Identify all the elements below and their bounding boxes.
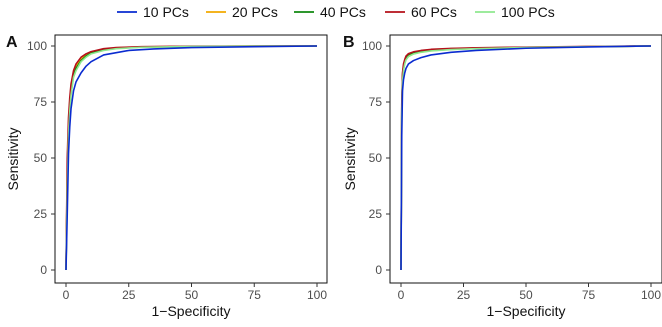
legend-label-60-pcs: 60 PCs: [411, 4, 457, 20]
y-tick-label: 75: [369, 95, 383, 109]
series-line-20-pcs: [65, 45, 318, 271]
legend-label-40-pcs: 40 PCs: [320, 4, 366, 20]
legend: 10 PCs 20 PCs 40 PCs 60 PCs 100 PCs: [117, 4, 555, 20]
x-tick-label: 0: [63, 288, 70, 302]
plot-frame: [389, 34, 662, 284]
panel-letter: B: [343, 34, 355, 51]
x-axis-label: 1−Specificity: [152, 303, 231, 319]
series-line-40-pcs: [400, 45, 652, 271]
legend-label-100-pcs: 100 PCs: [501, 4, 555, 20]
y-axis-label: Sensitivity: [5, 127, 21, 190]
y-tick-label: 50: [34, 151, 48, 165]
x-tick-label: 0: [398, 288, 405, 302]
y-tick-label: 0: [375, 263, 382, 277]
panel-a: A 0 25 50 75 100 0 25 50 75 100 1−Specificity Sensit…: [5, 34, 328, 319]
x-tick-label: 50: [519, 288, 533, 302]
series-line-60-pcs: [400, 45, 652, 271]
plot-frame: [54, 34, 328, 284]
series-line-60-pcs: [65, 45, 318, 271]
y-tick-label: 50: [369, 151, 383, 165]
panel-b: B 0 25 50 75 100 0 25 50 75 100 1−Specificity Sensit…: [342, 34, 662, 319]
legend-label-10-pcs: 10 PCs: [143, 4, 189, 20]
x-tick-label: 75: [582, 288, 596, 302]
y-tick-label: 100: [362, 39, 382, 53]
series-line-40-pcs: [65, 45, 318, 271]
series-line-10-pcs: [65, 45, 318, 271]
series-line-20-pcs: [400, 45, 652, 271]
panel-letter: A: [6, 34, 18, 51]
x-tick-label: 100: [307, 288, 327, 302]
series-line-100-pcs: [65, 45, 318, 271]
series-line-100-pcs: [400, 45, 652, 271]
y-tick-label: 0: [40, 263, 47, 277]
x-tick-label: 100: [641, 288, 661, 302]
x-tick-label: 75: [248, 288, 262, 302]
x-axis-label: 1−Specificity: [487, 303, 566, 319]
x-tick-label: 50: [185, 288, 199, 302]
series-line-10-pcs: [400, 45, 652, 271]
x-tick-label: 25: [122, 288, 136, 302]
y-tick-label: 25: [34, 207, 48, 221]
y-tick-label: 25: [369, 207, 383, 221]
y-tick-label: 75: [34, 95, 48, 109]
legend-label-20-pcs: 20 PCs: [232, 4, 278, 20]
x-tick-label: 25: [457, 288, 471, 302]
y-axis-label: Sensitivity: [342, 127, 358, 190]
y-tick-label: 100: [27, 39, 47, 53]
